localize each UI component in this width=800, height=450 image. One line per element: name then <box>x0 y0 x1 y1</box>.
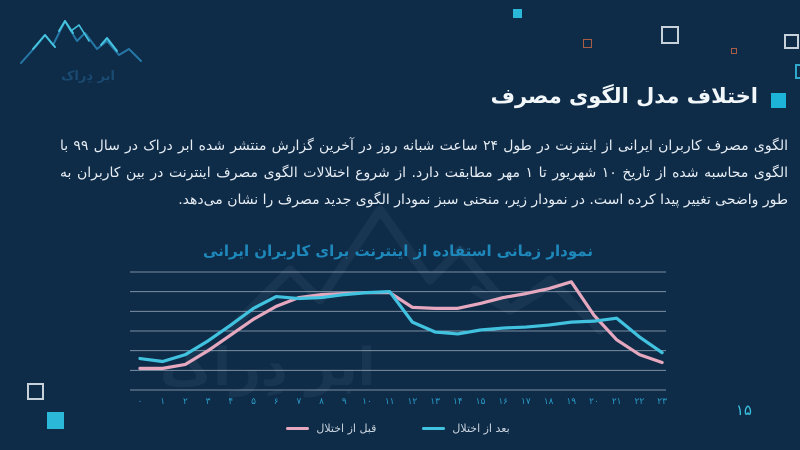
chart-legend: قبل از اختلال بعد از اختلال <box>128 422 668 435</box>
x-axis-tick-label: ۹ <box>341 397 347 407</box>
x-axis-tick-label: ۱۹ <box>566 397 577 407</box>
brand-logo: ابر دِراک <box>15 5 165 90</box>
decorative-square-cyan-filled-bottom <box>47 412 64 429</box>
x-axis-tick-label: ۷ <box>296 397 302 407</box>
brand-name: ابر دِراک <box>61 69 115 84</box>
x-axis-tick-label: ۲ <box>182 397 188 407</box>
x-axis-tick-label: ۱ <box>160 397 166 407</box>
x-axis-tick-label: ۴ <box>228 397 234 407</box>
decorative-square-orange-outline <box>583 39 592 48</box>
x-axis-tick-label: ۱۲ <box>407 397 418 407</box>
title-bullet-square <box>771 93 786 108</box>
decorative-square-gray-outline <box>661 26 679 44</box>
x-axis-tick-label: ۱۷ <box>521 397 531 407</box>
legend-item-before-disruption: قبل از اختلال <box>286 422 376 435</box>
x-axis-tick-label: ۱۰ <box>362 397 372 407</box>
x-axis-tick-label: ۱۵ <box>475 397 486 407</box>
decorative-square-cyan-outline-clipped <box>795 64 800 79</box>
decorative-square-gray-outline-right <box>784 34 799 49</box>
x-axis-tick-label: ۲۳ <box>657 397 667 407</box>
page-number: ۱۵ <box>735 401 752 419</box>
x-axis-tick-label: ۲۲ <box>634 397 645 407</box>
mountain-logo-icon <box>20 20 142 64</box>
x-axis-tick-label: ۳ <box>205 397 211 407</box>
x-axis-tick-label: ۱۳ <box>430 397 440 407</box>
x-axis-tick-label: ۶ <box>273 397 279 407</box>
decorative-square-orange-tiny <box>731 48 737 54</box>
legend-label-before-disruption: قبل از اختلال <box>316 422 377 435</box>
legend-item-after-disruption: بعد از اختلال <box>422 422 510 435</box>
page-title: اختلاف مدل الگوی مصرف <box>490 84 758 108</box>
x-axis-tick-label: ۲۱ <box>611 397 622 407</box>
x-axis-tick-label: ۱۴ <box>452 397 463 407</box>
x-axis-tick-label: ۱۸ <box>543 397 554 407</box>
x-axis-tick-label: ۸ <box>319 397 325 407</box>
legend-swatch-pink <box>286 427 310 430</box>
x-axis-tick-label: ۱۶ <box>498 397 509 407</box>
x-axis-tick-label: ۰ <box>137 397 143 407</box>
chart-title: نمودار زمانی استفاده از اینترنت برای کار… <box>203 242 593 260</box>
x-axis-tick-label: ۱۱ <box>384 397 395 407</box>
x-axis-tick-label: ۵ <box>251 397 256 407</box>
line-chart-plot <box>130 271 666 391</box>
x-axis-tick-label: ۲۰ <box>589 397 599 407</box>
legend-swatch-cyan <box>422 427 446 430</box>
series-line-0 <box>138 280 664 370</box>
body-paragraph: الگوی مصرف کاربران ایرانی از اینترنت در … <box>60 138 789 208</box>
decorative-square-cyan-filled <box>513 9 522 18</box>
legend-label-after-disruption: بعد از اختلال <box>452 422 510 435</box>
x-axis-labels: ۰ ۱ ۲ ۳ ۴ ۵ ۶ ۷ ۸ ۹ ۱۰ ۱۱ ۱۲ ۱۳ ۱۴ ۱۵ ۱۶ ۱۷ ۱۸ ۱۹ ۲۰ ۲۱ ۲۲ ۲۳ <box>128 397 668 411</box>
series-line-1 <box>138 290 664 364</box>
decorative-square-gray-outline-bottom <box>27 383 44 400</box>
